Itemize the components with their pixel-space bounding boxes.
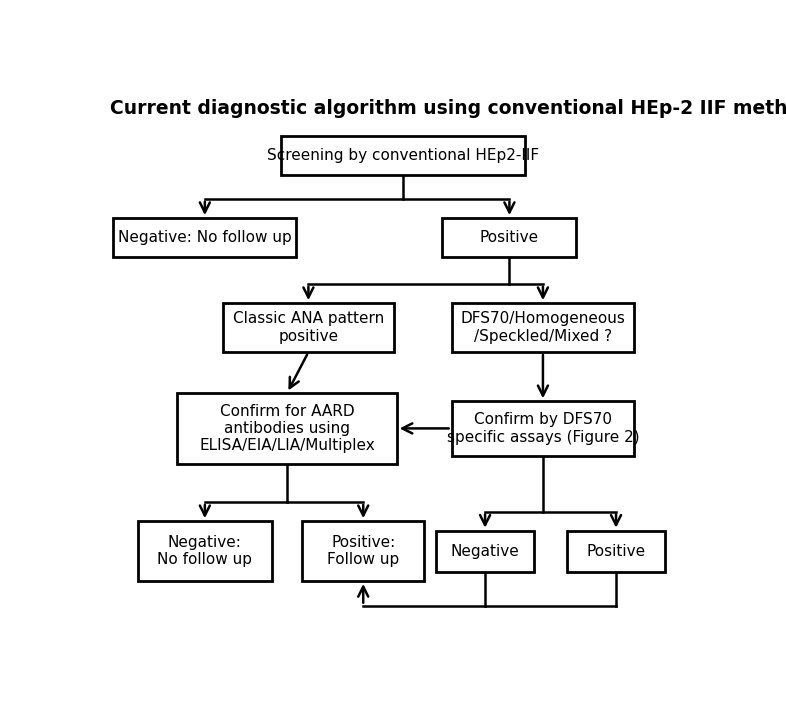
FancyBboxPatch shape [443, 218, 576, 257]
Text: Negative: Negative [450, 544, 520, 559]
Text: DFS70/Homogeneous
/Speckled/Mixed ?: DFS70/Homogeneous /Speckled/Mixed ? [461, 312, 626, 344]
Text: Classic ANA pattern
positive: Classic ANA pattern positive [233, 312, 384, 344]
FancyBboxPatch shape [113, 218, 296, 257]
Text: Current diagnostic algorithm using conventional HEp-2 IIF method: Current diagnostic algorithm using conve… [110, 98, 786, 118]
FancyBboxPatch shape [281, 136, 525, 176]
Text: Positive: Positive [480, 230, 539, 245]
FancyBboxPatch shape [451, 401, 634, 456]
FancyBboxPatch shape [567, 530, 665, 571]
Text: Negative: No follow up: Negative: No follow up [118, 230, 292, 245]
FancyBboxPatch shape [303, 521, 424, 581]
Text: Confirm by DFS70
specific assays (Figure 2): Confirm by DFS70 specific assays (Figure… [446, 412, 639, 445]
Text: Positive:
Follow up: Positive: Follow up [327, 535, 399, 567]
FancyBboxPatch shape [451, 303, 634, 352]
FancyBboxPatch shape [436, 530, 534, 571]
Text: Screening by conventional HEp2-IIF: Screening by conventional HEp2-IIF [266, 149, 539, 164]
FancyBboxPatch shape [178, 393, 397, 464]
FancyBboxPatch shape [138, 521, 272, 581]
FancyBboxPatch shape [223, 303, 394, 352]
Text: Confirm for AARD
antibodies using
ELISA/EIA/LIA/Multiplex: Confirm for AARD antibodies using ELISA/… [199, 404, 375, 453]
Text: Negative:
No follow up: Negative: No follow up [157, 535, 252, 567]
Text: Positive: Positive [586, 544, 645, 559]
